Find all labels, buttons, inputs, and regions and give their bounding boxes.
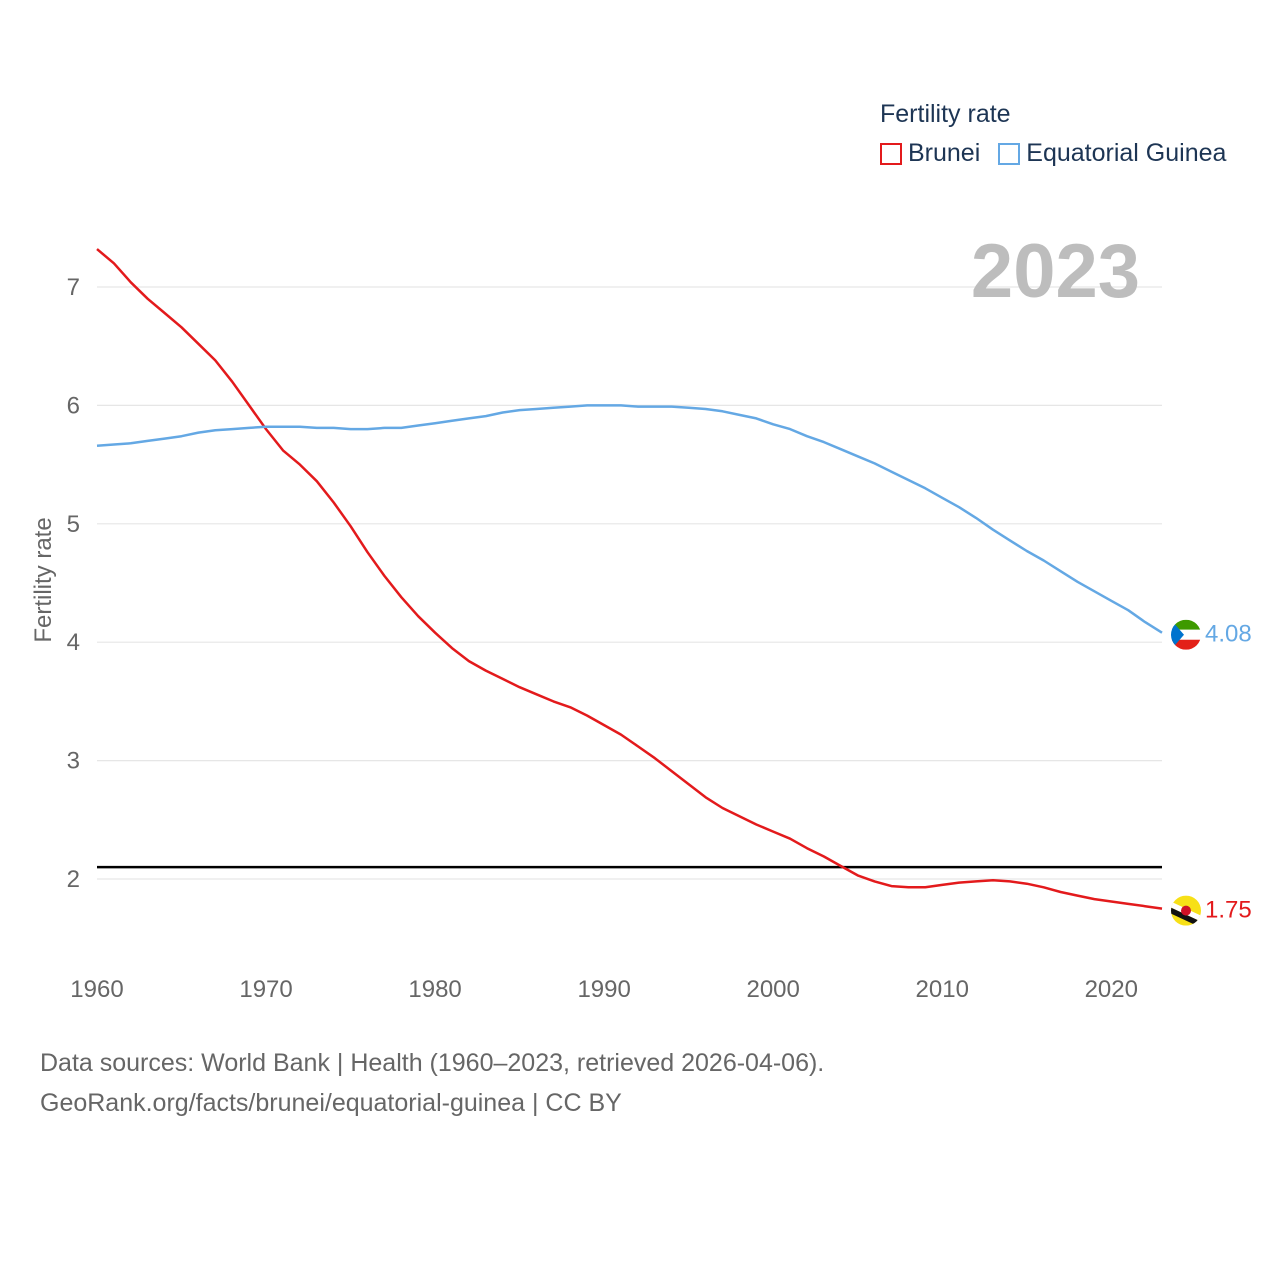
y-axis-label: Fertility rate bbox=[30, 517, 57, 642]
gridlines bbox=[97, 286, 1162, 880]
end-value-label-brunei: 1.75 bbox=[1205, 897, 1252, 924]
data-source-text: Data sources: World Bank | Health (1960–… bbox=[40, 1049, 825, 1077]
end-value-label-equatorial-guinea: 4.08 bbox=[1205, 621, 1252, 648]
legend-item-brunei[interactable]: Brunei bbox=[880, 139, 980, 168]
y-tick-label-3: 3 bbox=[67, 748, 80, 775]
legend-item-equatorial-guinea[interactable]: Equatorial Guinea bbox=[998, 139, 1226, 168]
legend-swatch-equatorial-guinea bbox=[998, 142, 1021, 165]
y-tick-label-2: 2 bbox=[67, 866, 80, 893]
x-tick-label-2010: 2010 bbox=[916, 976, 969, 1003]
y-axis-ticks: 2 3 4 5 6 7 bbox=[67, 274, 80, 893]
x-tick-label-2000: 2000 bbox=[746, 976, 799, 1003]
year-label: 2023 bbox=[970, 229, 1140, 314]
x-tick-label-2020: 2020 bbox=[1085, 976, 1138, 1003]
y-tick-label-7: 7 bbox=[67, 274, 80, 301]
x-tick-label-1980: 1980 bbox=[408, 976, 461, 1003]
y-tick-label-5: 5 bbox=[67, 511, 80, 538]
footer: Data sources: World Bank | Health (1960–… bbox=[40, 1043, 824, 1123]
x-tick-label-1970: 1970 bbox=[239, 976, 292, 1003]
x-tick-label-1960: 1960 bbox=[70, 976, 123, 1003]
legend-swatch-brunei bbox=[880, 142, 902, 165]
y-tick-label-4: 4 bbox=[67, 629, 80, 656]
y-tick-label-6: 6 bbox=[67, 392, 80, 419]
source-url-text[interactable]: GeoRank.org/facts/brunei/equatorial-guin… bbox=[40, 1089, 622, 1117]
series-lines bbox=[96, 248, 1163, 910]
series-line-brunei bbox=[96, 248, 1163, 910]
legend: Fertility rate Brunei Equatorial Guinea bbox=[880, 100, 1244, 168]
series-line-equatorial-guinea bbox=[96, 404, 1163, 634]
brunei-flag-icon bbox=[1171, 895, 1201, 926]
legend-title: Fertility rate bbox=[880, 100, 1011, 128]
x-axis-ticks: 1960 1970 1980 1990 2000 2010 2020 bbox=[70, 976, 1138, 1003]
equatorial-guinea-flag-icon bbox=[1171, 619, 1201, 650]
series-end-markers: 1.75 4.08 bbox=[1171, 619, 1252, 926]
legend-label-equatorial-guinea: Equatorial Guinea bbox=[1026, 139, 1227, 167]
legend-label-brunei: Brunei bbox=[908, 139, 981, 167]
x-tick-label-1990: 1990 bbox=[577, 976, 630, 1003]
